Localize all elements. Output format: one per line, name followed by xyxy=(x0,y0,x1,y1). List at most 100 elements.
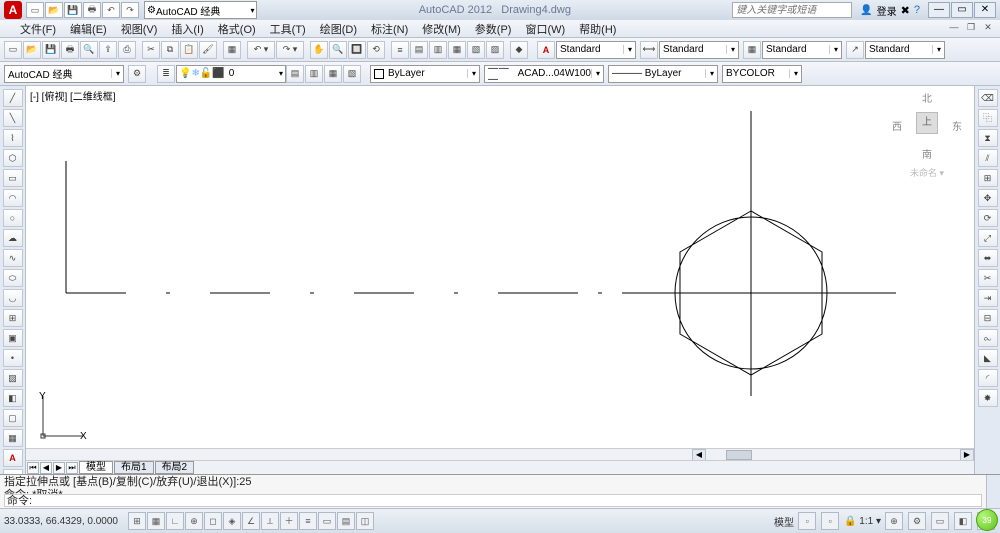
search-input[interactable] xyxy=(732,2,852,18)
grid-icon[interactable]: ▦ xyxy=(147,512,165,530)
menu-window[interactable]: 窗口(W) xyxy=(525,21,565,37)
region-icon[interactable]: ▢ xyxy=(3,409,23,427)
menu-format[interactable]: 格式(O) xyxy=(218,21,256,37)
array-icon[interactable]: ⊞ xyxy=(978,169,998,187)
chamfer-icon[interactable]: ◣ xyxy=(978,349,998,367)
polar-icon[interactable]: ⊕ xyxy=(185,512,203,530)
revcloud-icon[interactable]: ☁ xyxy=(3,229,23,247)
save-icon[interactable]: 💾 xyxy=(42,41,60,59)
menu-draw[interactable]: 绘图(D) xyxy=(320,21,357,37)
layer-mgr-icon[interactable]: ≣ xyxy=(157,65,175,83)
fillet-icon[interactable]: ◜ xyxy=(978,369,998,387)
move-icon[interactable]: ✥ xyxy=(978,189,998,207)
tpy-icon[interactable]: ▭ xyxy=(318,512,336,530)
xline-icon[interactable]: ╲ xyxy=(3,109,23,127)
new-icon[interactable]: ▭ xyxy=(4,41,22,59)
cmd-input[interactable]: 命令: xyxy=(4,494,982,507)
doc-close-button[interactable]: ✕ xyxy=(980,22,996,36)
table-icon[interactable]: ▦ xyxy=(3,429,23,447)
arc-icon[interactable]: ◠ xyxy=(3,189,23,207)
tab-layout2[interactable]: 布局2 xyxy=(155,461,195,474)
annoscale[interactable]: 🔒 1:1 ▾ xyxy=(844,516,881,527)
h-scrollbar[interactable]: ◀ ▶ xyxy=(26,448,974,460)
minimize-button[interactable]: — xyxy=(928,2,950,18)
sc-icon[interactable]: ◫ xyxy=(356,512,374,530)
pan-icon[interactable]: ✋ xyxy=(310,41,328,59)
layer-p1-icon[interactable]: ▤ xyxy=(286,65,304,83)
workspace-selector[interactable]: ⚙ AutoCAD 经典 ▾ xyxy=(144,1,257,19)
circle-icon[interactable]: ○ xyxy=(3,209,23,227)
maximize-button[interactable]: ▭ xyxy=(951,2,973,18)
layer-p3-icon[interactable]: ▦ xyxy=(324,65,342,83)
textstyle-combo[interactable]: Standard▾ xyxy=(556,41,636,59)
doc-restore-button[interactable]: ❐ xyxy=(963,22,979,36)
tab-next-icon[interactable]: ▶ xyxy=(53,462,65,474)
dimstyle-combo[interactable]: Standard▾ xyxy=(659,41,739,59)
qat-open-icon[interactable]: 📂 xyxy=(45,2,63,18)
trim-icon[interactable]: ✂ xyxy=(978,269,998,287)
undo-icon[interactable]: ↶ ▾ xyxy=(247,41,275,59)
help-icon[interactable]: ? xyxy=(914,4,920,16)
layer-combo[interactable]: 💡❄🔓⬛ 0 ▾ xyxy=(176,65,286,83)
extend-icon[interactable]: ⇥ xyxy=(978,289,998,307)
mleader-icon[interactable]: ↗ xyxy=(846,41,864,59)
textstyle-icon[interactable]: A xyxy=(537,41,555,59)
s1-icon[interactable]: ▫ xyxy=(798,512,816,530)
s2-icon[interactable]: ▫ xyxy=(821,512,839,530)
linetype-combo[interactable]: — — — ACAD...04W100▾ xyxy=(484,65,604,83)
close-button[interactable]: ✕ xyxy=(974,2,996,18)
polygon-icon[interactable]: ⬡ xyxy=(3,149,23,167)
scroll-thumb[interactable] xyxy=(726,450,752,460)
command-line[interactable]: 指定拉伸点或 [基点(B)/复制(C)/放弃(U)/退出(X)]:25 命令: … xyxy=(0,474,1000,508)
markup-icon[interactable]: ▧ xyxy=(467,41,485,59)
s3-icon[interactable]: ⊕ xyxy=(885,512,903,530)
osnap-icon[interactable]: ◻ xyxy=(204,512,222,530)
copy2-icon[interactable]: ⿻ xyxy=(978,109,998,127)
mtext-icon[interactable]: A xyxy=(3,449,23,467)
comm-center-icon[interactable]: 39 xyxy=(976,509,998,531)
color-combo[interactable]: ByLayer▾ xyxy=(370,65,480,83)
line-icon[interactable]: ╱ xyxy=(3,89,23,107)
menu-parametric[interactable]: 参数(P) xyxy=(475,21,512,37)
gradient-icon[interactable]: ◧ xyxy=(3,389,23,407)
preview-icon[interactable]: 🔍 xyxy=(80,41,98,59)
join-icon[interactable]: ⧜ xyxy=(978,329,998,347)
qcalc-icon[interactable]: ▨ xyxy=(486,41,504,59)
qat-new-icon[interactable]: ▭ xyxy=(26,2,44,18)
match-icon[interactable]: 🖌 xyxy=(199,41,217,59)
doc-minimize-button[interactable]: — xyxy=(946,22,962,36)
tab-first-icon[interactable]: ⏮ xyxy=(27,462,39,474)
open-icon[interactable]: 📂 xyxy=(23,41,41,59)
drawing-canvas[interactable]: [-] [俯视] [二维线框] 北 西 东 上 南 未命名 ▾ Y X ◀ ▶ xyxy=(26,86,974,474)
menu-tools[interactable]: 工具(T) xyxy=(270,21,306,37)
exchange-icon[interactable]: ✖ xyxy=(901,4,910,17)
cmd-scrollbar[interactable] xyxy=(986,475,1000,508)
ducs-icon[interactable]: ⟂ xyxy=(261,512,279,530)
menu-insert[interactable]: 插入(I) xyxy=(171,21,203,37)
s6-icon[interactable]: ◧ xyxy=(954,512,972,530)
cut-icon[interactable]: ✂ xyxy=(142,41,160,59)
workspace-combo2[interactable]: AutoCAD 经典▾ xyxy=(4,65,124,83)
menu-help[interactable]: 帮助(H) xyxy=(579,21,616,37)
app-logo[interactable]: A xyxy=(4,1,22,19)
break-icon[interactable]: ⊟ xyxy=(978,309,998,327)
qat-print-icon[interactable]: 🖶 xyxy=(83,2,101,18)
ellipse-icon[interactable]: ⬭ xyxy=(3,269,23,287)
signin-icon[interactable]: 👤 xyxy=(860,5,872,16)
publish-icon[interactable]: ⇪ xyxy=(99,41,117,59)
tab-last-icon[interactable]: ⏭ xyxy=(66,462,78,474)
coordinates[interactable]: 33.0333, 66.4329, 0.0000 xyxy=(4,516,118,527)
ortho-icon[interactable]: ∟ xyxy=(166,512,184,530)
spline-icon[interactable]: ∿ xyxy=(3,249,23,267)
render-icon[interactable]: ◆ xyxy=(510,41,528,59)
space-label[interactable]: 模型 xyxy=(774,514,794,529)
offset-icon[interactable]: ⫽ xyxy=(978,149,998,167)
zoom-win-icon[interactable]: 🔲 xyxy=(348,41,366,59)
menu-view[interactable]: 视图(V) xyxy=(121,21,158,37)
props-icon[interactable]: ≡ xyxy=(391,41,409,59)
signin-label[interactable]: 登录 xyxy=(877,3,897,18)
ellipsearc-icon[interactable]: ◡ xyxy=(3,289,23,307)
paste-icon[interactable]: 📋 xyxy=(180,41,198,59)
insert-icon[interactable]: ⊞ xyxy=(3,309,23,327)
layer-p2-icon[interactable]: ▥ xyxy=(305,65,323,83)
